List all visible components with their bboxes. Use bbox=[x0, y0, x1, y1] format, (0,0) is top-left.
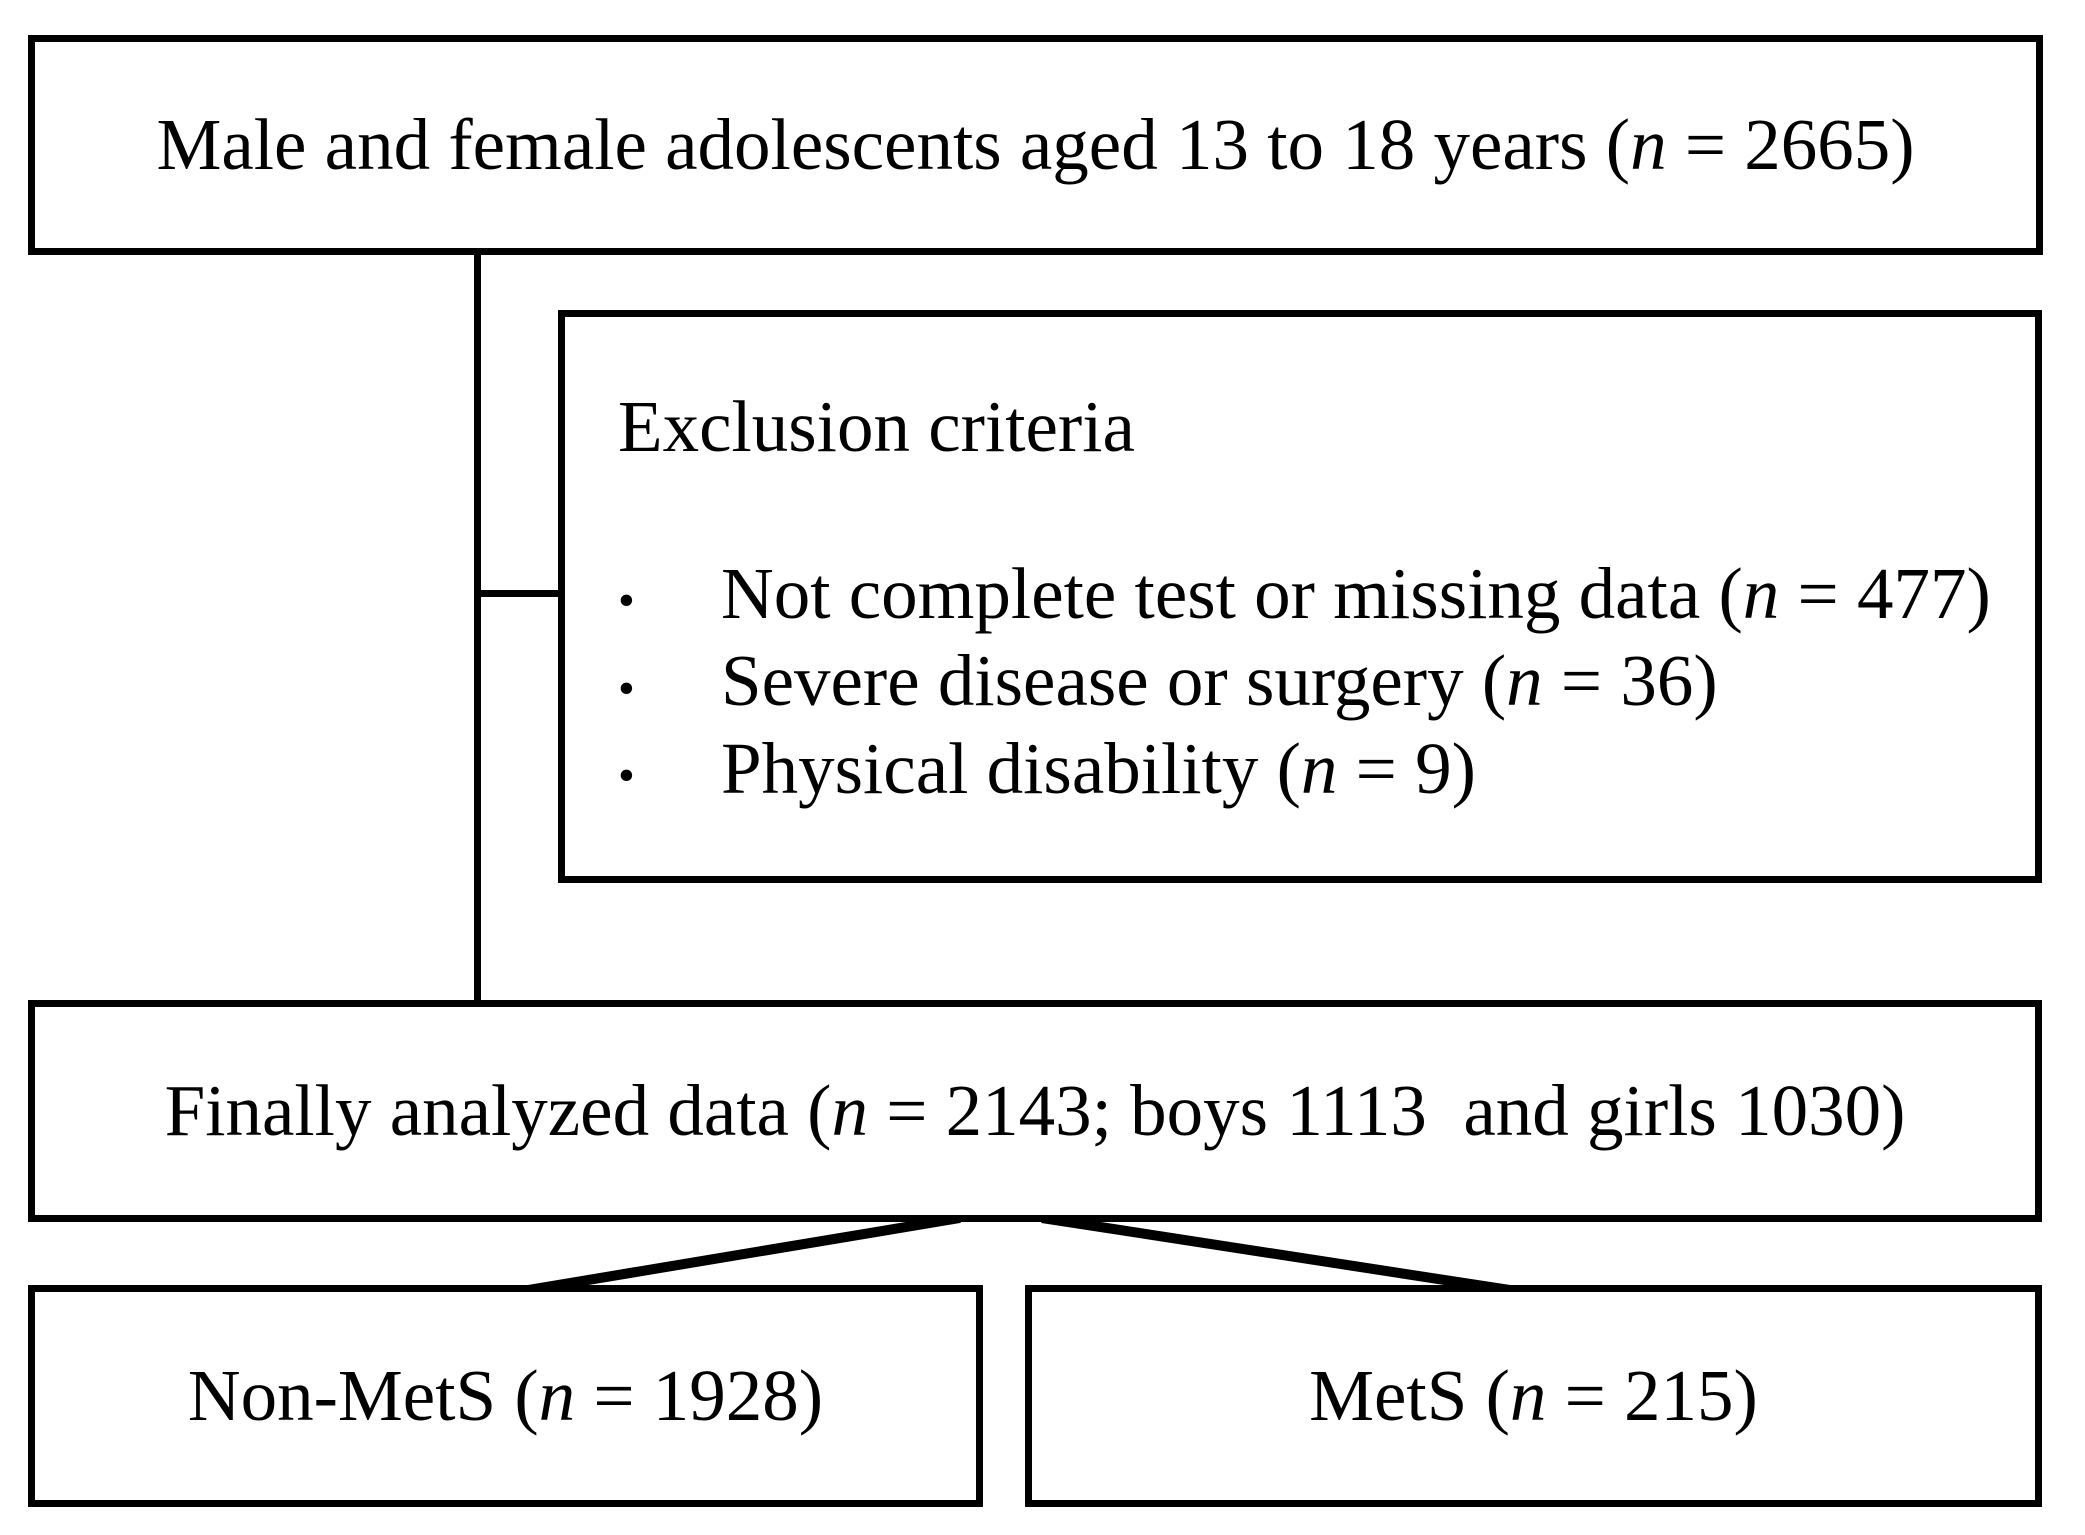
bullet-icon: • bbox=[618, 748, 635, 802]
mets-text-after: = 215) bbox=[1546, 1355, 1758, 1437]
population-box: Male and female adolescents aged 13 to 1… bbox=[28, 35, 2043, 255]
exclusion-item-missing-data: • Not complete test or missing data (n = … bbox=[618, 554, 2035, 641]
exclusion-box: Exclusion criteria • Not complete test or… bbox=[558, 310, 2042, 883]
final-n-symbol: n bbox=[831, 1070, 868, 1152]
non-mets-text-after: = 1928) bbox=[575, 1355, 824, 1437]
mets-text-before: MetS ( bbox=[1309, 1355, 1510, 1437]
exclusion-item-physical-disability: • Physical disability (n = 9) bbox=[618, 727, 2035, 816]
exclusion-item-text: Not complete test or missing data (n = 4… bbox=[721, 553, 1991, 634]
mets-label: MetS (n = 215) bbox=[1309, 1354, 1758, 1438]
population-text-before: Male and female adolescents aged 13 to 1… bbox=[156, 104, 1631, 186]
final-analysis-label: Finally analyzed data (n = 2143; boys 11… bbox=[165, 1069, 1906, 1153]
bullet-icon: • bbox=[618, 574, 635, 628]
exclusion-title: Exclusion criteria bbox=[618, 386, 1135, 467]
connector-branch-line bbox=[474, 590, 565, 597]
connector-trunk-line bbox=[474, 250, 481, 1007]
non-mets-text-before: Non-MetS ( bbox=[187, 1355, 539, 1437]
final-text-after: = 2143; boys 1113 and girls 1030) bbox=[867, 1070, 1906, 1152]
final-text-before: Finally analyzed data ( bbox=[164, 1070, 832, 1152]
final-analysis-box: Finally analyzed data (n = 2143; boys 11… bbox=[28, 1000, 2042, 1222]
population-n-symbol: n bbox=[1630, 104, 1667, 186]
mets-box: MetS (n = 215) bbox=[1025, 1285, 2042, 1507]
non-mets-box: Non-MetS (n = 1928) bbox=[28, 1285, 983, 1507]
mets-n-symbol: n bbox=[1509, 1355, 1547, 1437]
non-mets-label: Non-MetS (n = 1928) bbox=[188, 1354, 823, 1438]
exclusion-list: • Not complete test or missing data (n = … bbox=[565, 554, 2035, 816]
population-label: Male and female adolescents aged 13 to 1… bbox=[156, 103, 1914, 187]
bullet-icon: • bbox=[618, 661, 635, 715]
non-mets-n-symbol: n bbox=[538, 1355, 576, 1437]
exclusion-item-text: Physical disability (n = 9) bbox=[721, 727, 1476, 809]
connector-diagonal-right bbox=[1041, 1213, 1517, 1296]
exclusion-item-severe-disease: • Severe disease or surgery (n = 36) bbox=[618, 641, 2035, 728]
exclusion-item-text: Severe disease or surgery (n = 36) bbox=[721, 640, 1718, 722]
connector-diagonal-left bbox=[521, 1213, 961, 1296]
population-text-after: = 2665) bbox=[1666, 104, 1915, 186]
